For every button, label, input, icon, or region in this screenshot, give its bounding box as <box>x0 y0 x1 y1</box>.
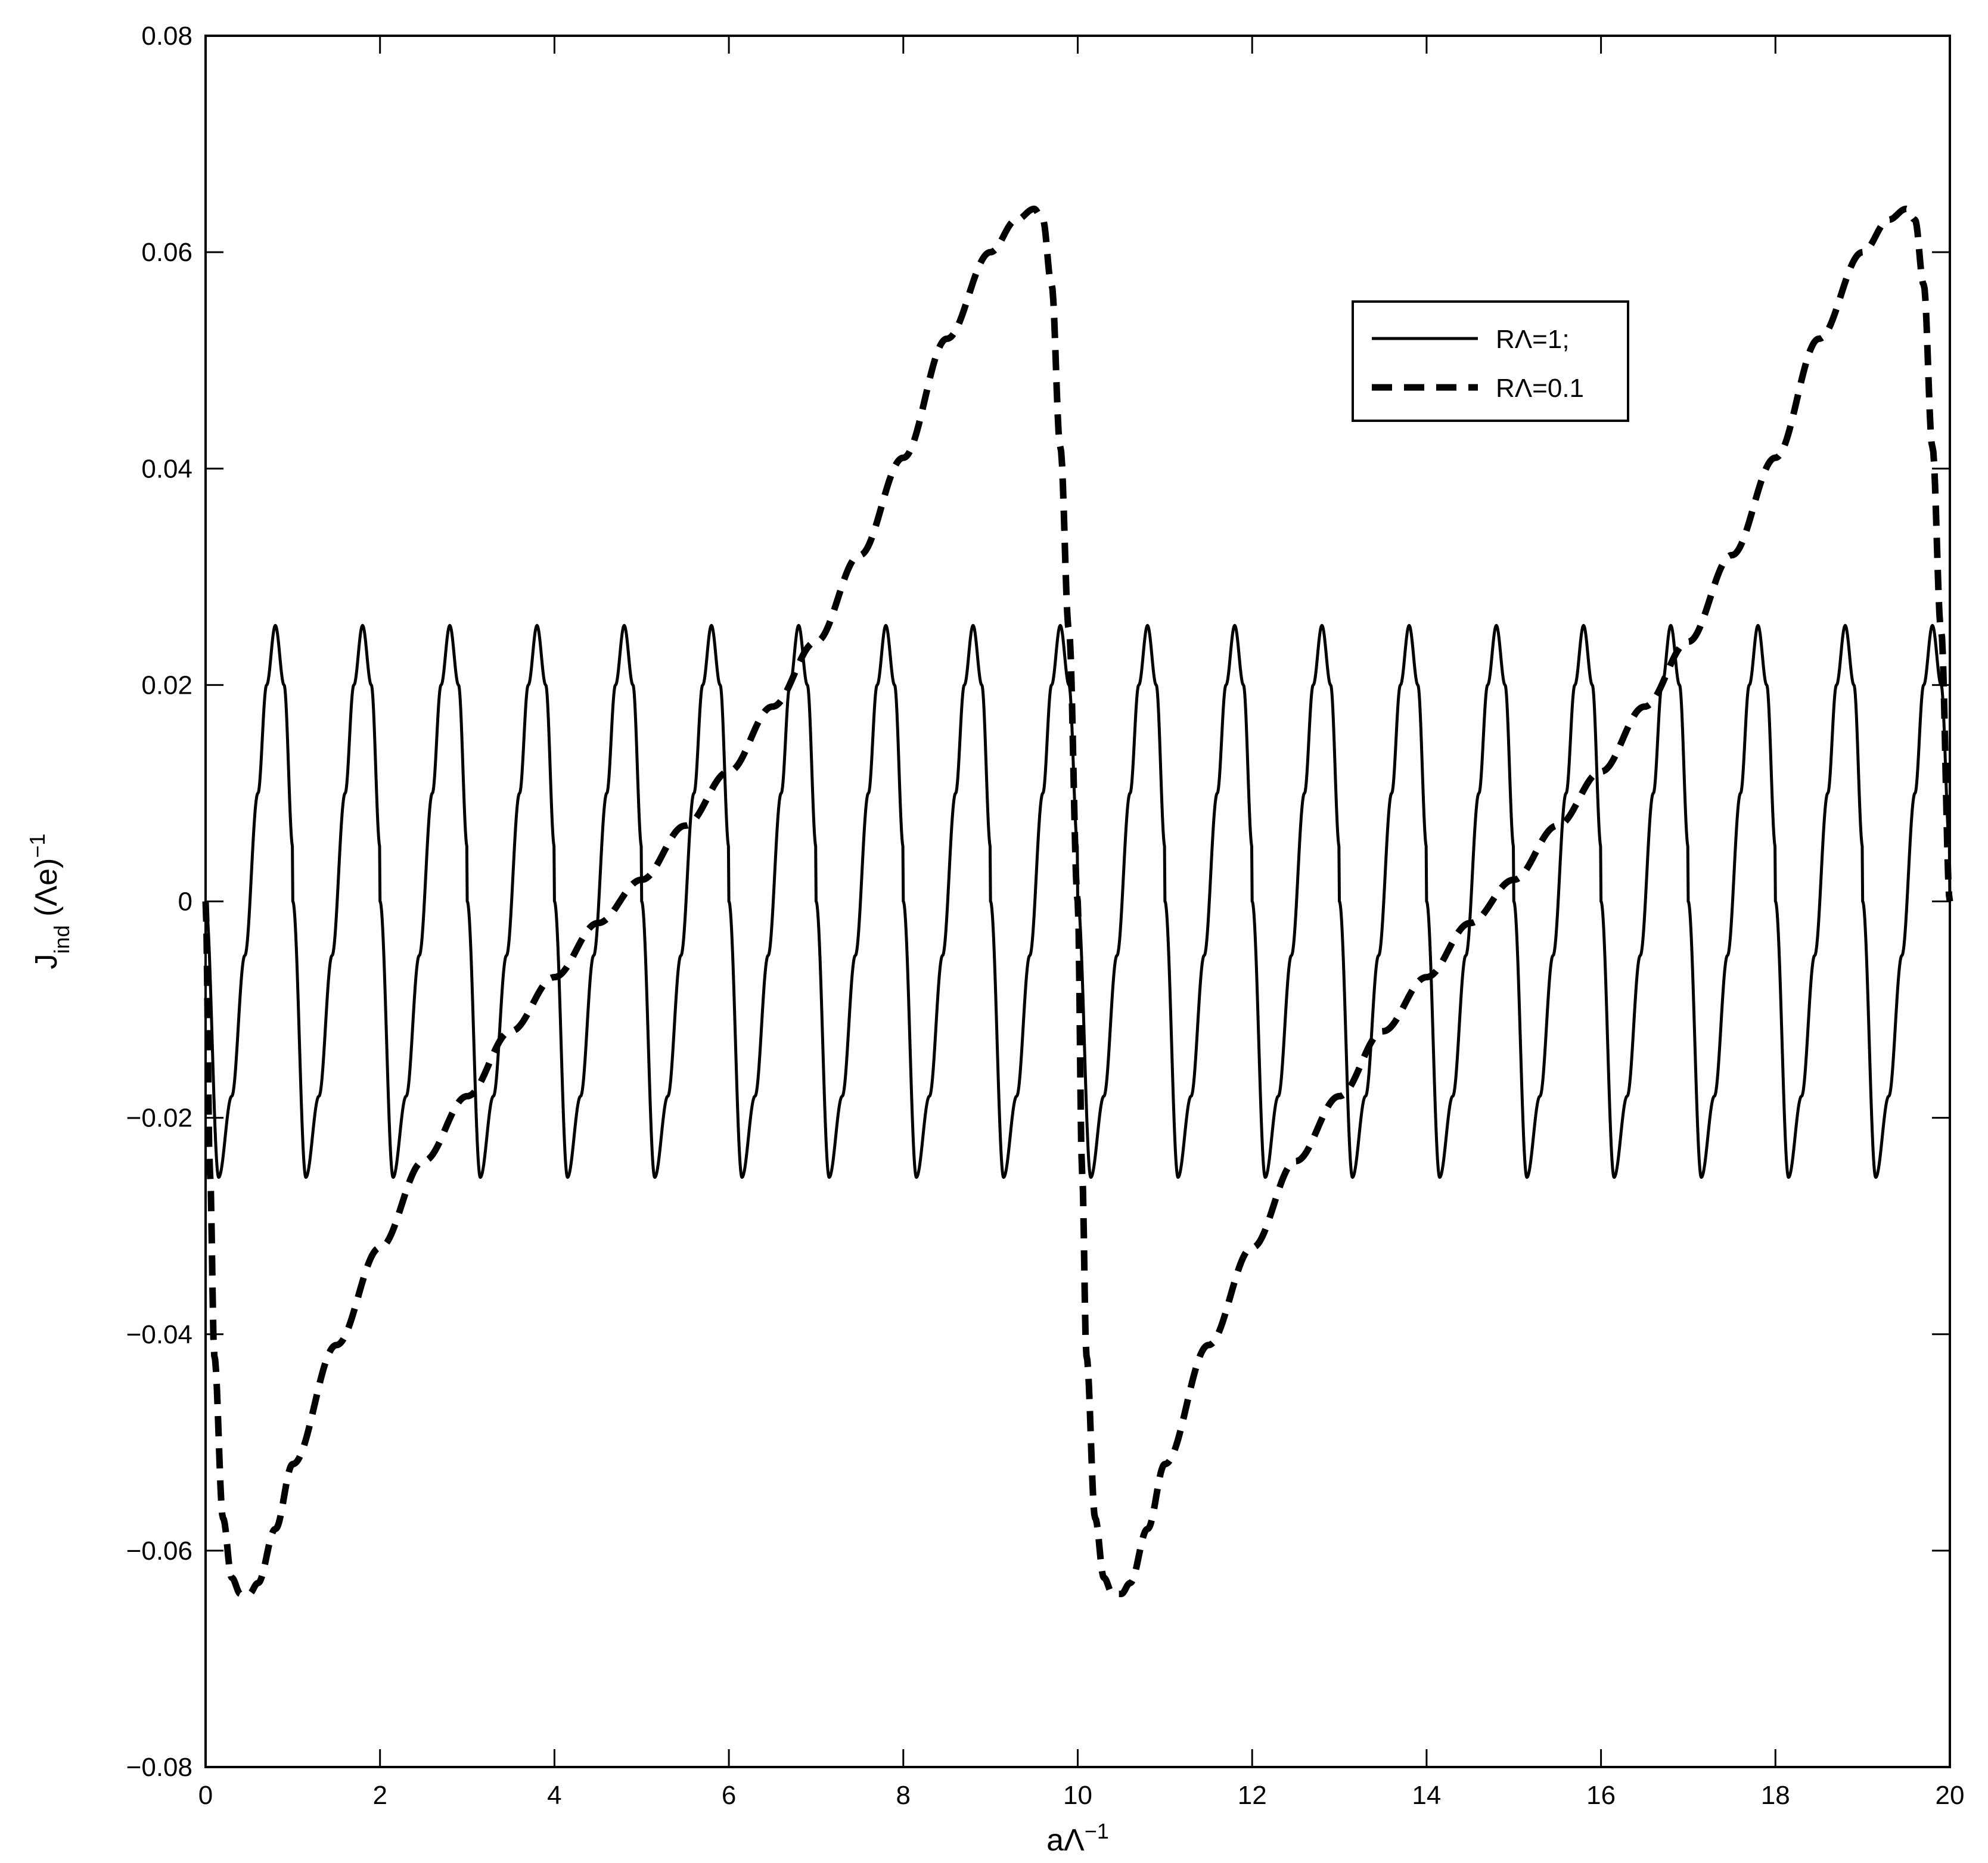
series-layer <box>202 206 1953 1597</box>
y-tick-label: 0 <box>178 887 192 917</box>
labels-layer: 0 2 4 6 8 10 12 14 16 18 20 −0.08 −0.06 −0.04 −0.02 0 0.… <box>126 21 1965 1810</box>
x-tick-label: 2 <box>372 1781 387 1810</box>
x-tick-label: 6 <box>722 1781 736 1810</box>
legend-label-series-1: RΛ=1; <box>1496 325 1570 354</box>
ticks-layer <box>204 35 1951 1768</box>
y-tick-label: −0.02 <box>126 1104 192 1133</box>
x-tick-label: 16 <box>1586 1781 1616 1810</box>
y-axis-title: Jind (Λe)−1 <box>25 834 74 970</box>
x-tick-label: 8 <box>896 1781 911 1810</box>
y-axis-title-sup: −1 <box>25 834 49 858</box>
x-tick-label: 18 <box>1761 1781 1790 1810</box>
legend-box <box>1352 300 1629 422</box>
x-axis-title-sup: −1 <box>1085 1819 1109 1843</box>
y-tick-label: 0.04 <box>141 454 192 483</box>
legend-label-series-2: RΛ=0.1 <box>1496 374 1584 403</box>
x-tick-label: 14 <box>1412 1781 1441 1810</box>
y-tick-label: 0.08 <box>141 21 192 51</box>
x-tick-label: 4 <box>547 1781 561 1810</box>
y-axis-title-sub: ind <box>49 925 74 954</box>
legend: RΛ=1; RΛ=0.1 <box>1352 300 1629 422</box>
y-tick-label: 0.02 <box>141 670 192 700</box>
x-tick-label: 12 <box>1238 1781 1267 1810</box>
y-tick-label: 0.06 <box>141 238 192 267</box>
x-tick-label: 10 <box>1063 1781 1092 1810</box>
y-tick-label: −0.04 <box>126 1320 192 1349</box>
y-tick-label: −0.06 <box>126 1536 192 1566</box>
x-axis-title: aΛ−1 <box>1046 1819 1109 1858</box>
x-axis-title-main: aΛ <box>1046 1823 1085 1858</box>
x-tick-label: 20 <box>1936 1781 1965 1810</box>
series-line-2 <box>202 206 1953 1597</box>
y-tick-label: −0.08 <box>126 1753 192 1782</box>
y-axis-title-main: J <box>29 954 64 969</box>
x-tick-label: 0 <box>198 1781 213 1810</box>
y-axis-title-rest: (Λe) <box>29 858 64 926</box>
